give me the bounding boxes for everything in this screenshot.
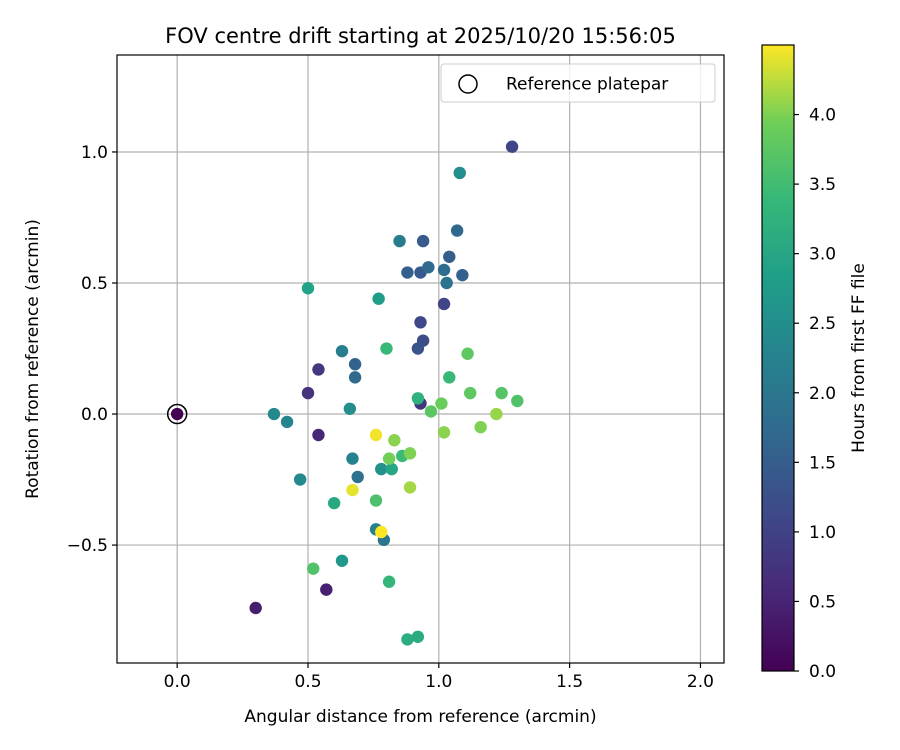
legend-marker-icon (458, 74, 478, 94)
data-point (495, 386, 508, 400)
x-tick-label: 0.5 (294, 672, 321, 692)
data-point (388, 434, 401, 447)
colorbar-label: Hours from first FF file (849, 263, 869, 453)
data-point (403, 447, 417, 460)
y-tick-label: 0.5 (81, 274, 108, 294)
colorbar-gradient (762, 45, 794, 671)
data-point (320, 583, 333, 596)
data-point (437, 426, 451, 439)
reference-marker (166, 403, 188, 425)
data-points (170, 140, 524, 646)
colorbar-tick-label: 3.0 (809, 245, 836, 265)
data-point (401, 266, 414, 279)
data-point (461, 347, 474, 360)
data-point (369, 428, 383, 442)
data-point (456, 268, 469, 282)
data-point (437, 263, 451, 277)
x-tick-label: 2.0 (687, 672, 714, 692)
x-axis-ticks: 0.0 0.5 1.0 1.5 2.0 (164, 663, 714, 692)
data-point (351, 470, 364, 484)
data-point (307, 562, 320, 575)
data-point (393, 234, 406, 248)
data-point (440, 276, 453, 290)
data-point (382, 575, 396, 588)
data-point (450, 224, 464, 237)
data-point (369, 494, 383, 507)
data-point (280, 415, 294, 429)
x-axis-label: Angular distance from reference (arcmin) (244, 707, 596, 727)
data-point (490, 407, 503, 421)
data-point (301, 282, 315, 295)
colorbar-frame (761, 44, 795, 672)
data-point (385, 462, 398, 476)
data-point (170, 407, 184, 421)
legend: Reference platepar (440, 63, 716, 103)
y-axis-ticks: −0.5 0.0 0.5 1.0 (67, 143, 117, 556)
data-point (443, 250, 456, 263)
data-point (414, 316, 427, 329)
colorbar-tick-label: 3.5 (809, 175, 836, 195)
data-point (511, 394, 524, 408)
colorbar-tick-label: 2.0 (809, 384, 836, 404)
data-point (464, 386, 477, 400)
chart-title: FOV centre drift starting at 2025/10/20 … (165, 24, 676, 48)
data-point (416, 234, 430, 248)
data-point (403, 481, 417, 494)
data-point (346, 452, 359, 465)
data-point (424, 405, 438, 418)
colorbar-tick-label: 0.5 (809, 592, 836, 612)
legend-box (440, 63, 716, 103)
data-point (375, 525, 388, 539)
data-point (267, 407, 281, 421)
x-tick-label: 0.0 (164, 672, 191, 692)
data-point (372, 292, 385, 305)
x-tick-label: 1.5 (556, 672, 583, 692)
plot-area (116, 54, 725, 664)
data-point (435, 397, 448, 410)
data-point (453, 166, 466, 180)
data-point (327, 496, 341, 510)
colorbar-tick-label: 0.0 (809, 662, 836, 682)
grid-lines (117, 55, 724, 663)
colorbar-ticks: 0.0 0.5 1.0 1.5 2.0 2.5 3.0 3.5 4.0 (794, 106, 836, 682)
data-point (422, 261, 435, 274)
data-point (411, 392, 425, 405)
data-point (249, 601, 262, 615)
data-point (401, 633, 414, 646)
colorbar-tick-label: 2.5 (809, 314, 836, 334)
reference-point-ring (166, 403, 188, 425)
data-point (380, 342, 393, 355)
data-point (411, 342, 425, 355)
data-point (437, 297, 451, 311)
data-point (335, 554, 349, 567)
y-tick-label: −0.5 (67, 536, 108, 556)
data-point (293, 473, 307, 486)
data-point (348, 358, 362, 371)
x-tick-label: 1.0 (425, 672, 452, 692)
colorbar: 0.0 0.5 1.0 1.5 2.0 2.5 3.0 3.5 4.0 Hours from f… (761, 44, 869, 682)
data-point (375, 462, 388, 476)
data-point (348, 371, 362, 384)
y-axis-label: Rotation from reference (arcmin) (23, 219, 43, 499)
data-point (346, 483, 359, 497)
colorbar-tick-label: 1.0 (809, 523, 836, 543)
data-point (411, 630, 425, 643)
colorbar-tick-label: 4.0 (809, 106, 836, 126)
data-point (505, 140, 519, 153)
data-point (301, 386, 315, 400)
data-point (443, 371, 456, 384)
legend-label: Reference platepar (506, 75, 668, 95)
colorbar-tick-label: 1.5 (809, 453, 836, 473)
y-tick-label: 1.0 (81, 143, 108, 163)
data-point (312, 428, 325, 442)
data-point (312, 363, 325, 376)
data-point (335, 344, 349, 358)
y-tick-label: 0.0 (81, 405, 108, 425)
data-point (474, 420, 487, 434)
data-point (343, 402, 357, 415)
data-point (382, 452, 396, 465)
